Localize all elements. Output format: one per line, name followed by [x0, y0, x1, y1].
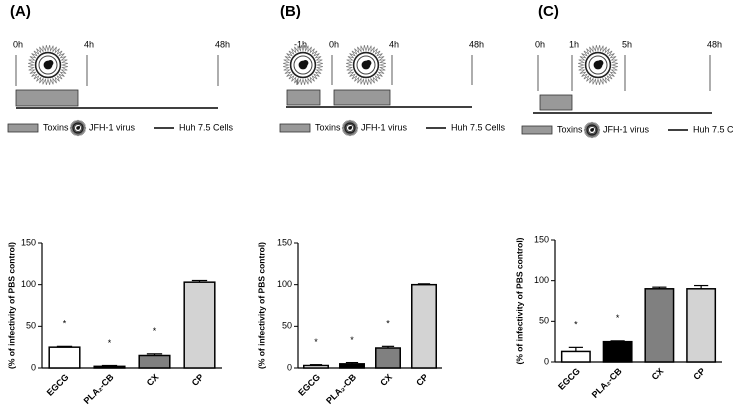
virus-core2: [47, 60, 54, 66]
time-label: 48h: [215, 39, 230, 49]
toxin-box: [15, 89, 79, 107]
x-tick-label: EGCG: [45, 372, 71, 398]
x-tick-label: CX: [378, 372, 394, 388]
significance-star: *: [350, 335, 354, 345]
bar: [303, 364, 329, 369]
legend-label: Toxins: [43, 122, 69, 132]
y-axis-label: (% of infectivity of PBS control): [6, 242, 16, 369]
virus-core2: [349, 126, 353, 129]
bar: [339, 363, 365, 369]
virus-core2: [365, 60, 372, 66]
y-tick-label: 100: [21, 279, 36, 289]
virus-core2: [77, 126, 81, 129]
bar: [560, 350, 591, 363]
y-axis-label: (% of infectivity of PBS control): [256, 242, 266, 369]
x-tick-label: PLA₂-CB: [590, 366, 624, 400]
x-tick-label: CX: [145, 372, 161, 388]
virus-icon: [583, 121, 601, 139]
time-label: -1h: [294, 39, 307, 49]
significance-star: *: [386, 319, 390, 329]
bar: [48, 346, 81, 369]
legend-label: Toxins: [315, 122, 341, 132]
virus-icon: [69, 119, 87, 137]
y-tick-label: 0: [287, 362, 292, 372]
time-label: 1h: [569, 39, 579, 49]
panel-label: (C): [538, 3, 559, 20]
significance-star: *: [108, 338, 112, 348]
legend-label: Toxins: [557, 124, 583, 134]
bar: [411, 283, 437, 369]
legend-label: JFH-1 virus: [361, 122, 408, 132]
y-tick-label: 150: [534, 234, 549, 244]
time-label: 48h: [469, 39, 484, 49]
panel-label: (B): [280, 3, 301, 20]
legend-label: JFH-1 virus: [603, 124, 650, 134]
x-tick-label: EGCG: [556, 366, 582, 392]
time-label: 0h: [13, 39, 23, 49]
legend-label: Huh 7.5 Cells: [693, 124, 733, 134]
bar: [375, 347, 401, 369]
virus-icon: [345, 44, 387, 86]
significance-star: *: [616, 313, 620, 323]
significance-star: *: [63, 319, 67, 329]
x-tick-label: CP: [190, 372, 206, 388]
virus-core2: [302, 60, 309, 66]
x-tick-label: CX: [650, 366, 666, 382]
y-tick-label: 50: [26, 321, 36, 331]
virus-icon: [282, 44, 324, 86]
x-tick-label: CP: [691, 366, 707, 382]
y-tick-label: 150: [277, 237, 292, 247]
toxin-box: [286, 89, 321, 106]
y-tick-label: 100: [277, 279, 292, 289]
bar: [686, 288, 717, 363]
y-tick-label: 0: [31, 362, 36, 372]
bar: [93, 365, 126, 369]
virus-icon: [27, 44, 69, 86]
bar: [138, 354, 171, 369]
y-tick-label: 100: [534, 275, 549, 285]
bar: [644, 288, 675, 363]
toxin-box: [539, 94, 573, 111]
virus-icon: [577, 44, 619, 86]
legend-toxin-swatch: [7, 123, 39, 133]
significance-star: *: [574, 320, 578, 330]
panel-label: (A): [10, 3, 31, 20]
y-axis-label: (% of infectivity of PBS control): [514, 237, 524, 364]
virus-core2: [597, 60, 604, 66]
bar: [183, 281, 216, 369]
y-tick-label: 50: [539, 316, 549, 326]
time-label: 4h: [389, 39, 399, 49]
y-tick-label: 0: [544, 356, 549, 366]
x-tick-label: PLA₂-CB: [82, 372, 116, 406]
bar: [602, 340, 633, 363]
legend-toxin-swatch: [521, 125, 553, 135]
virus-core2: [591, 128, 595, 131]
time-label: 0h: [535, 39, 545, 49]
significance-star: *: [314, 337, 318, 347]
toxin-box: [333, 89, 391, 106]
virus-icon: [341, 119, 359, 137]
significance-star: *: [153, 326, 157, 336]
time-label: 5h: [622, 39, 632, 49]
x-tick-label: EGCG: [296, 372, 322, 398]
x-tick-label: PLA₂-CB: [324, 372, 358, 406]
legend-toxin-swatch: [279, 123, 311, 133]
time-label: 48h: [707, 39, 722, 49]
y-tick-label: 50: [282, 321, 292, 331]
time-label: 4h: [84, 39, 94, 49]
legend-label: JFH-1 virus: [89, 122, 136, 132]
time-label: 0h: [329, 39, 339, 49]
legend-label: Huh 7.5 Cells: [179, 122, 234, 132]
y-tick-label: 150: [21, 237, 36, 247]
legend-label: Huh 7.5 Cells: [451, 122, 506, 132]
x-tick-label: CP: [414, 372, 430, 388]
